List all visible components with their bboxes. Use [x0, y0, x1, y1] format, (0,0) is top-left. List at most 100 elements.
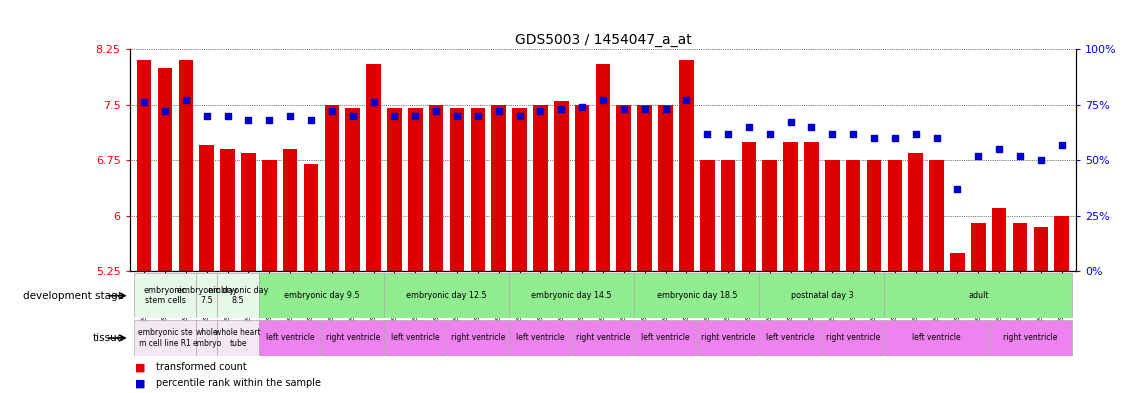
Text: postnatal day 3: postnatal day 3 [790, 291, 853, 300]
Bar [930, 160, 944, 271]
Bar [199, 145, 214, 271]
Text: right ventricle: right ventricle [451, 334, 505, 342]
Bar [158, 68, 172, 271]
Point [802, 124, 820, 130]
Text: embryonic day
7.5: embryonic day 7.5 [177, 286, 237, 305]
Text: embryonic ste
m cell line R1: embryonic ste m cell line R1 [137, 328, 193, 348]
Bar [196, 273, 218, 318]
Point [761, 130, 779, 137]
Text: adult: adult [968, 291, 988, 300]
Bar [429, 105, 443, 271]
Bar [825, 160, 840, 271]
Point [677, 97, 695, 103]
Point [636, 106, 654, 112]
Bar [471, 108, 485, 271]
Text: percentile rank within the sample: percentile rank within the sample [156, 378, 320, 388]
Text: embryonic day 9.5: embryonic day 9.5 [284, 291, 360, 300]
Bar [992, 208, 1006, 271]
Point [281, 113, 299, 119]
Text: left ventricle: left ventricle [912, 334, 961, 342]
Text: embryonic day 18.5: embryonic day 18.5 [657, 291, 737, 300]
Point [177, 97, 195, 103]
Bar [571, 320, 635, 356]
Point [260, 117, 278, 123]
Bar [491, 105, 506, 271]
Text: right ventricle: right ventricle [701, 334, 755, 342]
Bar [888, 160, 903, 271]
Point [322, 108, 340, 114]
Text: ■: ■ [135, 362, 145, 373]
Text: right ventricle: right ventricle [1003, 334, 1057, 342]
Point [991, 146, 1009, 152]
Point [469, 113, 487, 119]
Bar [446, 320, 509, 356]
Bar [616, 105, 631, 271]
Text: right ventricle: right ventricle [826, 334, 880, 342]
Point [427, 108, 445, 114]
Bar [533, 105, 548, 271]
Point [1032, 157, 1050, 163]
Bar [822, 320, 885, 356]
Bar [635, 273, 760, 318]
Bar [218, 320, 259, 356]
Text: transformed count: transformed count [156, 362, 247, 373]
Bar [700, 160, 715, 271]
Text: tissue: tissue [92, 333, 124, 343]
Bar [760, 273, 885, 318]
Point [511, 113, 529, 119]
Bar [867, 160, 881, 271]
Bar [596, 64, 610, 271]
Text: embryonic day 12.5: embryonic day 12.5 [406, 291, 487, 300]
Point [782, 119, 800, 125]
Bar [384, 273, 509, 318]
Point [135, 99, 153, 106]
Point [886, 135, 904, 141]
Bar [196, 320, 218, 356]
Bar [321, 320, 384, 356]
Point [385, 113, 403, 119]
Text: development stage: development stage [23, 291, 124, 301]
Point [594, 97, 612, 103]
Bar [988, 320, 1072, 356]
Text: embryonic day 14.5: embryonic day 14.5 [532, 291, 612, 300]
Point [928, 135, 946, 141]
Bar [696, 320, 760, 356]
Bar [509, 273, 635, 318]
Point [531, 108, 549, 114]
Bar [450, 108, 464, 271]
Text: left ventricle: left ventricle [391, 334, 440, 342]
Point [866, 135, 884, 141]
Point [657, 106, 675, 112]
Bar [303, 164, 318, 271]
Bar [259, 273, 384, 318]
Bar [325, 105, 339, 271]
Text: embryonic day
8.5: embryonic day 8.5 [207, 286, 268, 305]
Bar [575, 105, 589, 271]
Point [719, 130, 737, 137]
Bar [846, 160, 861, 271]
Bar [742, 141, 756, 271]
Bar [1013, 223, 1028, 271]
Point [824, 130, 842, 137]
Text: embryonic
stem cells: embryonic stem cells [143, 286, 187, 305]
Point [1011, 152, 1029, 159]
Text: left ventricle: left ventricle [766, 334, 815, 342]
Point [447, 113, 465, 119]
Bar [635, 320, 696, 356]
Title: GDS5003 / 1454047_a_at: GDS5003 / 1454047_a_at [515, 33, 691, 47]
Bar [760, 320, 822, 356]
Point [406, 113, 424, 119]
Bar [220, 149, 234, 271]
Point [573, 104, 591, 110]
Bar [345, 108, 360, 271]
Bar [259, 320, 321, 356]
Point [844, 130, 862, 137]
Point [156, 108, 174, 114]
Bar [908, 153, 923, 271]
Bar [1055, 216, 1070, 271]
Point [364, 99, 382, 106]
Point [949, 186, 967, 192]
Point [219, 113, 237, 119]
Point [302, 117, 320, 123]
Point [699, 130, 717, 137]
